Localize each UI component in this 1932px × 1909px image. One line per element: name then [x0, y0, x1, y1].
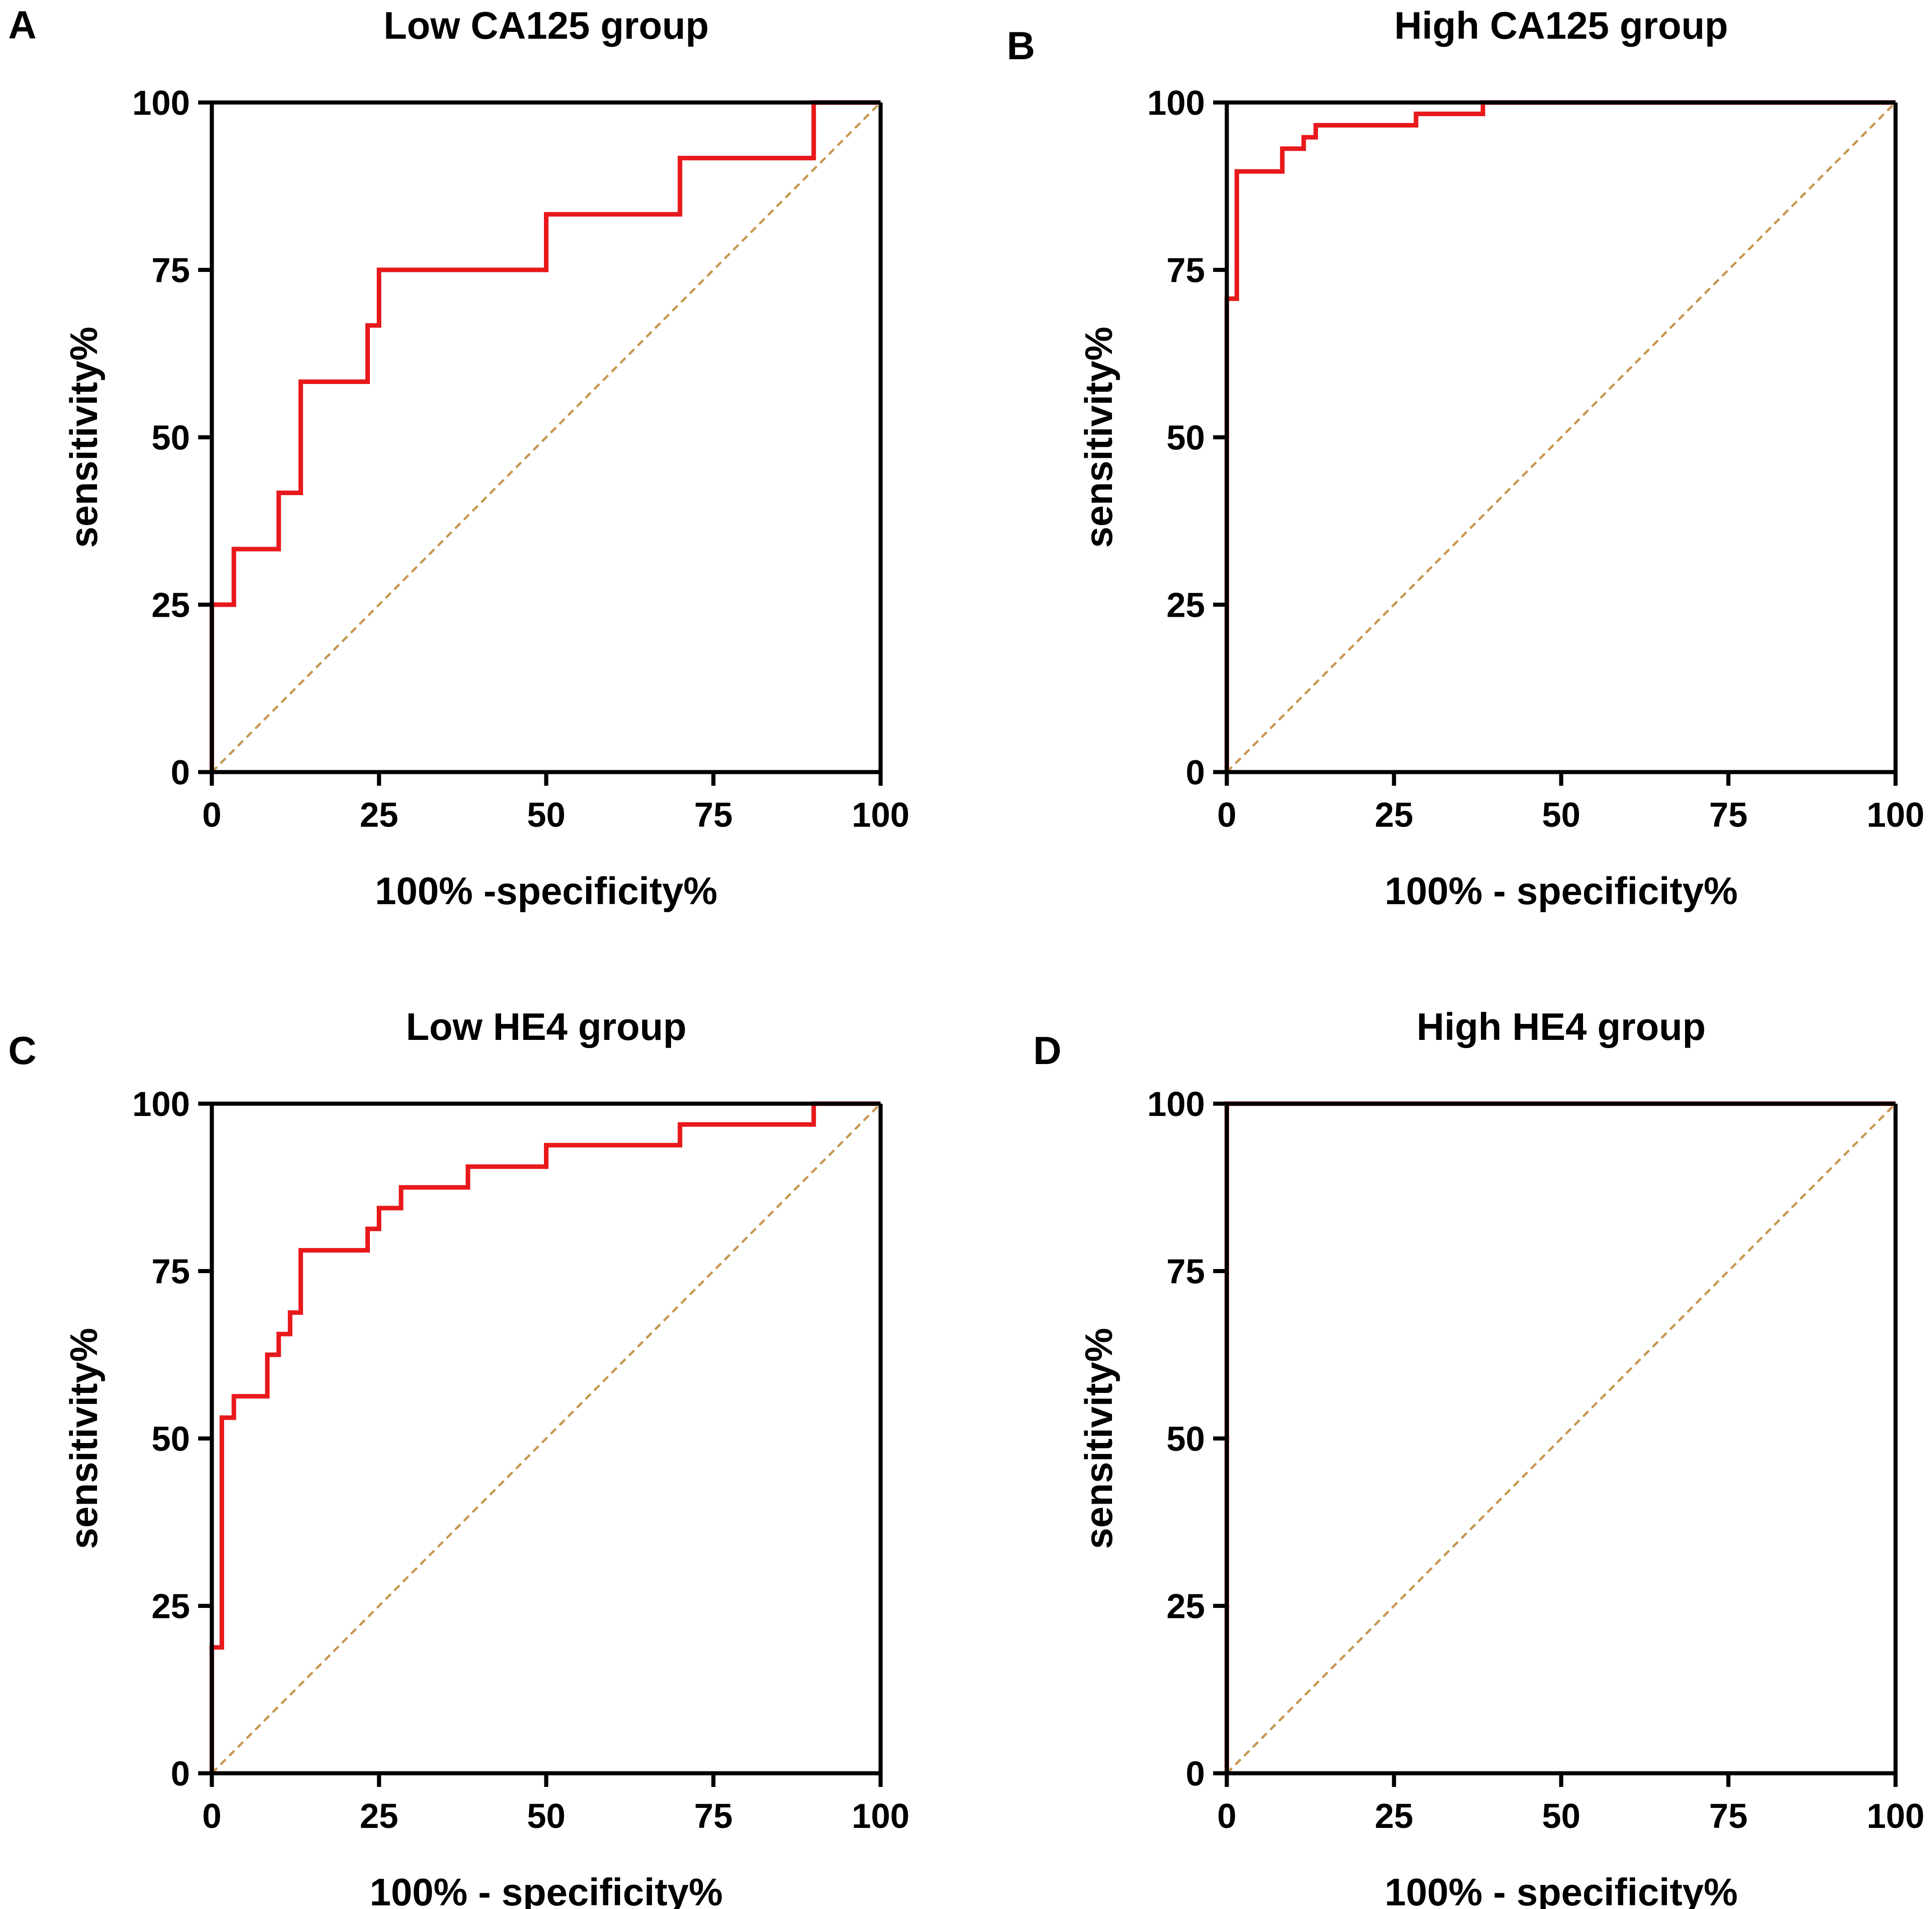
x-tick-label: 75: [1709, 796, 1748, 834]
y-tick-label: 50: [1166, 1420, 1205, 1459]
panel-letter: A: [8, 3, 36, 47]
chart-panel-d: D High HE4 group 0 25 50 75 100 0 25 50 75 100 100% …: [1033, 1005, 1924, 1909]
y-tick-label: 100: [1147, 84, 1205, 123]
x-tick-label: 0: [1217, 796, 1236, 834]
y-tick-label: 25: [151, 1587, 190, 1626]
y-tick-label: 100: [132, 1085, 190, 1124]
y-tick-label: 0: [1186, 1755, 1205, 1793]
x-tick-label: 75: [694, 1797, 733, 1836]
chart-title: Low HE4 group: [406, 1005, 687, 1048]
y-tick-label: 50: [151, 1420, 190, 1459]
y-axis-label: sensitivity%: [1077, 1328, 1120, 1549]
reference-line: [1226, 102, 1896, 773]
y-tick-label: 25: [151, 586, 190, 625]
x-tick-label: 50: [527, 796, 566, 834]
x-tick-label: 100: [852, 1797, 910, 1836]
roc-curve: [210, 1101, 881, 1773]
x-tick-label: 100: [1867, 796, 1925, 834]
x-tick-label: 75: [1709, 1797, 1748, 1836]
y-axis-label: sensitivity%: [1077, 327, 1120, 548]
y-tick-label: 0: [171, 753, 190, 792]
x-tick-label: 50: [1542, 796, 1581, 834]
y-tick-label: 100: [132, 84, 190, 123]
y-tick-label: 75: [151, 251, 190, 290]
reference-line: [211, 102, 881, 773]
reference-line: [1226, 1103, 1896, 1774]
x-tick-label: 50: [1542, 1797, 1581, 1836]
roc-curve: [210, 100, 881, 772]
chart-panel-b: B High CA125 group 0 25 50 75 100 0 25 50 75 100 100…: [1007, 4, 1924, 912]
chart-title: High CA125 group: [1394, 4, 1728, 47]
x-tick-label: 25: [360, 1797, 399, 1836]
y-axis-label: sensitivity%: [62, 327, 105, 548]
panel-letter: B: [1007, 24, 1035, 68]
x-axis-label: 100% - specificity%: [369, 1871, 723, 1909]
y-tick-label: 100: [1147, 1085, 1205, 1124]
y-tick-label: 75: [151, 1253, 190, 1291]
x-tick-label: 75: [694, 796, 733, 834]
y-tick-label: 25: [1166, 1587, 1205, 1626]
x-tick-label: 25: [1375, 796, 1414, 834]
panel-letter: C: [8, 1029, 36, 1073]
y-tick-label: 75: [1166, 1253, 1205, 1291]
chart-title: Low CA125 group: [384, 4, 709, 47]
panel-letter: D: [1033, 1029, 1061, 1073]
x-tick-label: 25: [360, 796, 399, 834]
y-tick-label: 50: [1166, 419, 1205, 457]
chart-panel-c: C Low HE4 group 0 25 50 75 100 0 25 50 75 100 100% -…: [8, 1005, 909, 1909]
y-tick-label: 75: [1166, 251, 1205, 290]
x-tick-label: 100: [852, 796, 910, 834]
x-tick-label: 0: [1217, 1797, 1236, 1836]
x-tick-label: 25: [1375, 1797, 1414, 1836]
chart-panel-a: A Low CA125 group 0 25 50 75 100 0 25 50 75 100 100%…: [8, 3, 909, 912]
x-axis-label: 100% - specificity%: [1384, 870, 1737, 912]
x-tick-label: 100: [1867, 1797, 1925, 1836]
y-tick-label: 50: [151, 419, 190, 457]
y-axis-label: sensitivity%: [62, 1328, 105, 1549]
chart-title: High HE4 group: [1417, 1005, 1706, 1048]
x-tick-label: 50: [527, 1797, 566, 1836]
reference-line: [211, 1103, 881, 1774]
x-tick-label: 0: [202, 796, 221, 834]
x-tick-label: 0: [202, 1797, 221, 1836]
y-tick-label: 0: [1186, 753, 1205, 792]
x-axis-label: 100% -specificity%: [375, 870, 717, 912]
roc-curve: [1225, 100, 1896, 772]
x-axis-label: 100% - specificity%: [1384, 1871, 1737, 1909]
y-tick-label: 25: [1166, 586, 1205, 625]
y-tick-label: 0: [171, 1755, 190, 1793]
